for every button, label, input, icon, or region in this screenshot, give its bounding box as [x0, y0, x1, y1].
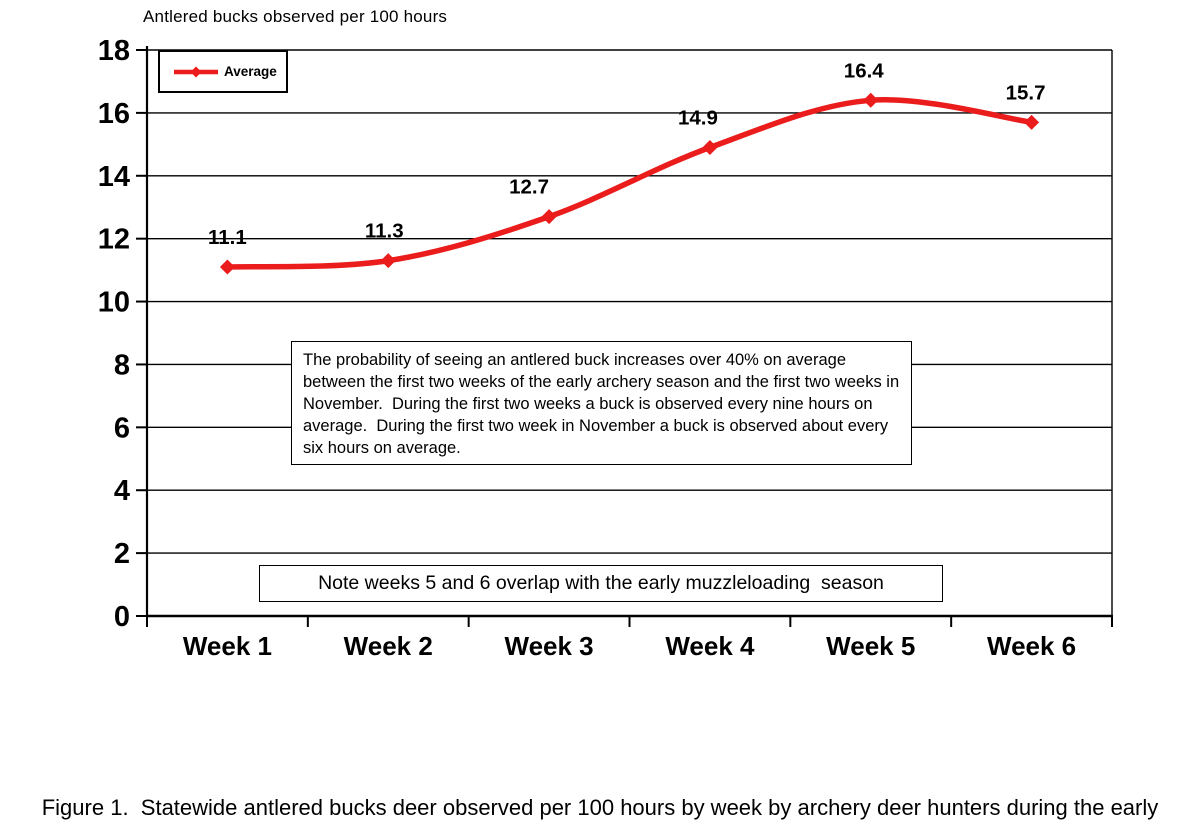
caption-line: Figure 1. Statewide antlered bucks deer … [41, 795, 1159, 820]
data-point-label: 11.3 [365, 220, 404, 243]
data-point-marker [863, 92, 879, 108]
data-point-marker [702, 139, 718, 155]
y-axis-label: 8 [114, 349, 130, 381]
data-point-label: 16.4 [844, 59, 884, 82]
y-axis-label: 4 [114, 475, 130, 507]
legend-line-sample [174, 66, 218, 77]
y-axis-label: 18 [98, 35, 130, 67]
y-axis-label: 10 [98, 287, 130, 319]
data-point-label: 14.9 [678, 106, 718, 129]
data-point-label: 12.7 [509, 176, 549, 199]
y-axis-label: 0 [114, 601, 130, 633]
data-point-label: 11.1 [208, 226, 247, 249]
x-axis-label: Week 3 [505, 631, 594, 661]
legend-label: Average [224, 64, 277, 79]
x-axis-label: Week 4 [665, 631, 755, 661]
y-axis-label: 2 [114, 538, 130, 570]
data-point-marker [219, 259, 235, 275]
y-axis-label: 16 [98, 98, 130, 130]
legend-diamond-marker-icon [190, 66, 202, 77]
y-axis-label: 12 [98, 224, 130, 256]
figure-caption: Figure 1. Statewide antlered bucks deer … [0, 727, 1200, 833]
x-axis-label: Week 2 [344, 631, 433, 661]
y-axis-label: 14 [98, 161, 130, 193]
annotation-text-box: The probability of seeing an antlered bu… [291, 341, 912, 465]
data-point-marker [380, 253, 396, 269]
data-point-label: 15.7 [1006, 81, 1046, 104]
legend: Average [158, 50, 288, 93]
data-point-marker [541, 209, 557, 225]
x-axis-label: Week 1 [183, 631, 272, 661]
note-text-box: Note weeks 5 and 6 overlap with the earl… [259, 565, 943, 602]
x-axis-label: Week 6 [987, 631, 1076, 661]
series-line-average [224, 97, 1035, 270]
chart-title: Antlered bucks observed per 100 hours [143, 7, 448, 26]
x-axis-label: Week 5 [826, 631, 915, 661]
data-point-marker [1024, 114, 1040, 130]
y-axis-label: 6 [114, 412, 130, 444]
